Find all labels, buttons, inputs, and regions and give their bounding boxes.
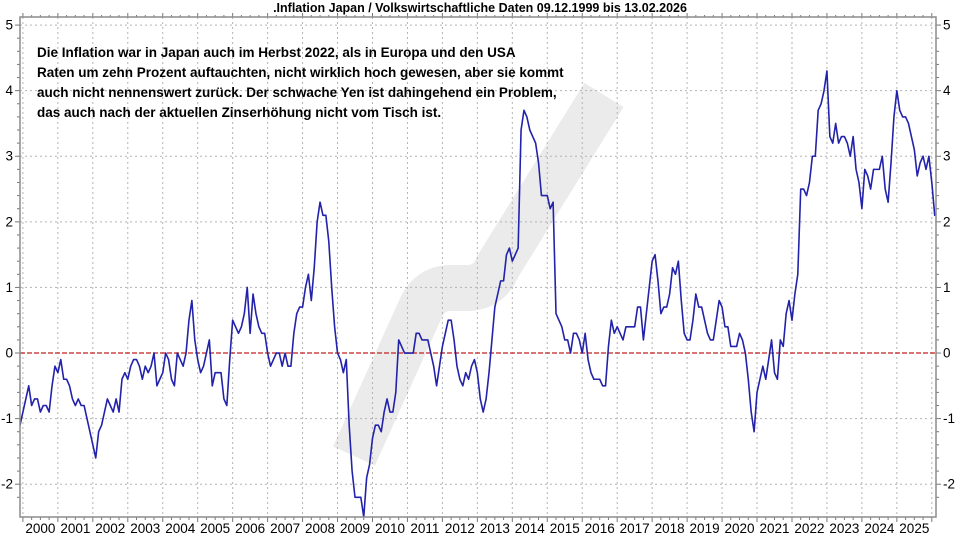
x-tick-label: 2011 [410, 521, 439, 536]
x-tick-label: 2023 [829, 521, 859, 536]
grid-lines [20, 17, 936, 517]
x-tick-label: 2003 [130, 521, 160, 536]
series-group [20, 70, 936, 517]
x-tick-label: 2025 [899, 521, 929, 536]
x-tick-label: 2012 [445, 521, 475, 536]
x-tick-label: 2002 [95, 521, 125, 536]
x-tick-label: 2020 [725, 521, 755, 536]
y-tick-label-right: 5 [943, 18, 951, 33]
y-tick-label-right: -1 [943, 411, 955, 426]
x-tick-label: 2014 [515, 521, 546, 536]
x-tick-label: 2009 [340, 521, 370, 536]
inflation-series-line [20, 70, 936, 517]
y-tick-label-right: 3 [943, 149, 951, 164]
x-tick-label: 2021 [759, 521, 789, 536]
watermark-logo [333, 82, 624, 466]
x-tick-label: 2006 [235, 521, 265, 536]
x-tick-label: 2016 [585, 521, 615, 536]
y-tick-label-left: 4 [5, 83, 13, 98]
annotation-line: auch nicht nennenswert zurück. Der schwa… [37, 85, 557, 100]
y-tick-label-left: 2 [5, 214, 13, 229]
chart-title: .Inflation Japan / Volkswirtschaftliche … [273, 1, 687, 15]
y-tick-label-left: 1 [5, 280, 13, 295]
y-tick-label-left: -1 [1, 411, 13, 426]
x-tick-label: 2015 [550, 521, 580, 536]
y-tick-label-left: 0 [5, 346, 13, 361]
annotation-text: Die Inflation war in Japan auch im Herbs… [37, 43, 564, 123]
annotation-line: Die Inflation war in Japan auch im Herbs… [37, 45, 516, 60]
x-tick-label: 2010 [375, 521, 405, 536]
x-tick-label: 2019 [690, 521, 720, 536]
y-tick-label-right: 2 [943, 214, 951, 229]
annotation-line: das auch nach der aktuellen Zinserhöhung… [37, 105, 442, 120]
x-tick-label: 2017 [620, 521, 650, 536]
x-tick-label: 2008 [305, 521, 335, 536]
x-tick-label: 2022 [794, 521, 824, 536]
x-tick-label: 2024 [864, 521, 895, 536]
x-tick-label: 2007 [270, 521, 300, 536]
x-tick-label: 2004 [165, 521, 196, 536]
x-tick-label: 2000 [25, 521, 55, 536]
y-tick-label-right: 4 [943, 83, 951, 98]
y-tick-label-left: 3 [5, 149, 13, 164]
y-tick-label-left: 5 [5, 18, 13, 33]
y-tick-label-right: 0 [943, 346, 951, 361]
axis-labels: 2000 2001 2002 2003 2004 2005 2006 2007 2008 2009… [1, 18, 955, 536]
chart-frame [19, 16, 937, 518]
x-tick-label: 2005 [200, 521, 230, 536]
x-tick-label: 2018 [655, 521, 685, 536]
y-tick-label-left: -2 [1, 477, 13, 492]
annotation-line: Raten um zehn Prozent auftauchten, nicht… [37, 65, 564, 80]
y-tick-label-right: 1 [943, 280, 951, 295]
x-tick-label: 2001 [60, 521, 90, 536]
x-tick-label: 2013 [480, 521, 510, 536]
y-tick-label-right: -2 [943, 477, 955, 492]
